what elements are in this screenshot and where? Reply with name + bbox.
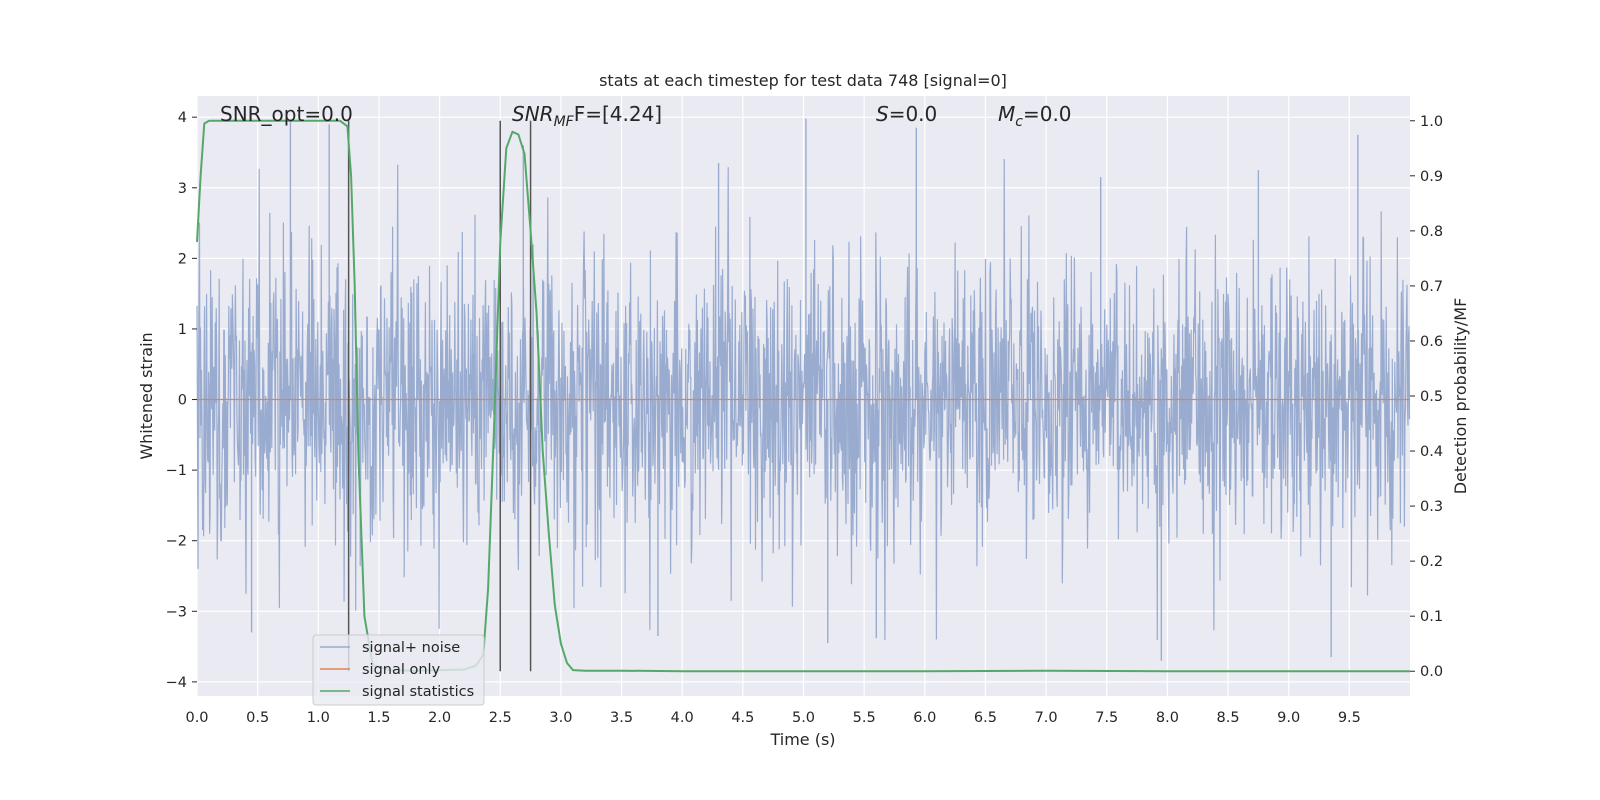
y-tick-label: 2: [178, 251, 187, 267]
chart-title: stats at each timestep for test data 748…: [599, 71, 1007, 90]
y2-tick-label: 0.9: [1420, 169, 1443, 185]
x-tick-label: 1.0: [307, 710, 330, 726]
x-tick-label: 6.5: [974, 710, 997, 726]
x-tick-label: 9.5: [1338, 710, 1361, 726]
x-tick-label: 5.5: [853, 710, 876, 726]
y-axis-right: 1.0 0.9 0.8 0.7 0.6 0.5 0.4 0.3 0.2 0.1 0.0: [1410, 114, 1443, 680]
y2-tick-label: 0.0: [1420, 664, 1443, 680]
x-tick-label: 8.0: [1156, 710, 1179, 726]
y-tick-label: 0: [178, 393, 187, 409]
signal-noise-line: [196, 158, 1411, 641]
y-tick-label: −1: [166, 463, 187, 479]
vertical-markers: [347, 120, 532, 672]
x-axis-label: Time (s): [769, 730, 835, 749]
y2-tick-label: 0.5: [1420, 389, 1443, 405]
snr-opt-annotation: SNR_opt=0.0: [220, 102, 353, 126]
x-tick-label: 7.5: [1095, 710, 1118, 726]
snr-mf-symbol: SNR: [512, 102, 554, 126]
x-tick-label: 4.0: [671, 710, 694, 726]
mc-value: =0.0: [1023, 102, 1072, 126]
legend-label-signal-only: signal only: [362, 662, 441, 678]
y2-tick-label: 0.6: [1420, 334, 1443, 350]
x-tick-label: 8.5: [1217, 710, 1240, 726]
y2-tick-label: 0.7: [1420, 279, 1443, 295]
x-tick-label: 6.0: [913, 710, 936, 726]
y-tick-label: −3: [166, 604, 187, 620]
y-axis-left: 4 3 2 1 0 −1 −2 −3 −4: [166, 110, 197, 691]
y-tick-label: 1: [178, 322, 187, 338]
y-axis-label: Whitened strain: [137, 332, 156, 459]
y2-axis-label: Detection probability/MF: [1451, 298, 1470, 495]
y2-tick-label: 0.4: [1420, 444, 1443, 460]
snr-mf-annotation: SNRMFF=[4.24]: [512, 102, 662, 130]
x-tick-label: 4.5: [731, 710, 754, 726]
x-axis: 0.0 0.5 1.0 1.5 2.0 2.5 3.0 3.5 4.0 4.5 5.0 5.5 6.0 6…: [185, 710, 1360, 726]
legend: signal+ noise signal only signal statist…: [312, 634, 485, 706]
legend-box: [312, 634, 485, 706]
noise-series: [196, 118, 1411, 661]
x-tick-label: 0.0: [185, 710, 208, 726]
legend-label-signal-noise: signal+ noise: [362, 640, 460, 656]
x-tick-label: 2.5: [489, 710, 512, 726]
x-tick-label: 9.0: [1277, 710, 1300, 726]
mc-subscript: c: [1015, 114, 1023, 130]
y-tick-label: 4: [178, 110, 187, 126]
snr-mf-value: F=[4.24]: [574, 102, 662, 126]
y2-tick-label: 0.2: [1420, 554, 1443, 570]
signal-statistics-line: [196, 119, 1410, 673]
y-tick-label: −2: [166, 534, 187, 550]
x-tick-label: 5.0: [792, 710, 815, 726]
x-tick-label: 2.0: [428, 710, 451, 726]
s-annotation: S=0.0: [876, 102, 937, 126]
x-tick-label: 0.5: [246, 710, 269, 726]
x-tick-label: 3.0: [549, 710, 572, 726]
signal-statistics-series: [196, 119, 1410, 673]
y2-tick-label: 0.1: [1420, 609, 1443, 625]
y-tick-label: 3: [178, 181, 187, 197]
s-symbol: S: [876, 102, 889, 126]
mc-symbol: M: [998, 102, 1015, 126]
snr-mf-subscript: MF: [554, 114, 575, 130]
mc-annotation: Mc=0.0: [998, 102, 1072, 130]
s-value: =0.0: [889, 102, 938, 126]
y2-tick-label: 1.0: [1420, 114, 1443, 130]
legend-label-signal-statistics: signal statistics: [362, 684, 474, 700]
y2-tick-label: 0.3: [1420, 499, 1443, 515]
y2-tick-label: 0.8: [1420, 224, 1443, 240]
x-tick-label: 1.5: [367, 710, 390, 726]
x-tick-label: 7.0: [1035, 710, 1058, 726]
y-tick-label: −4: [166, 675, 187, 691]
x-tick-label: 3.5: [610, 710, 633, 726]
